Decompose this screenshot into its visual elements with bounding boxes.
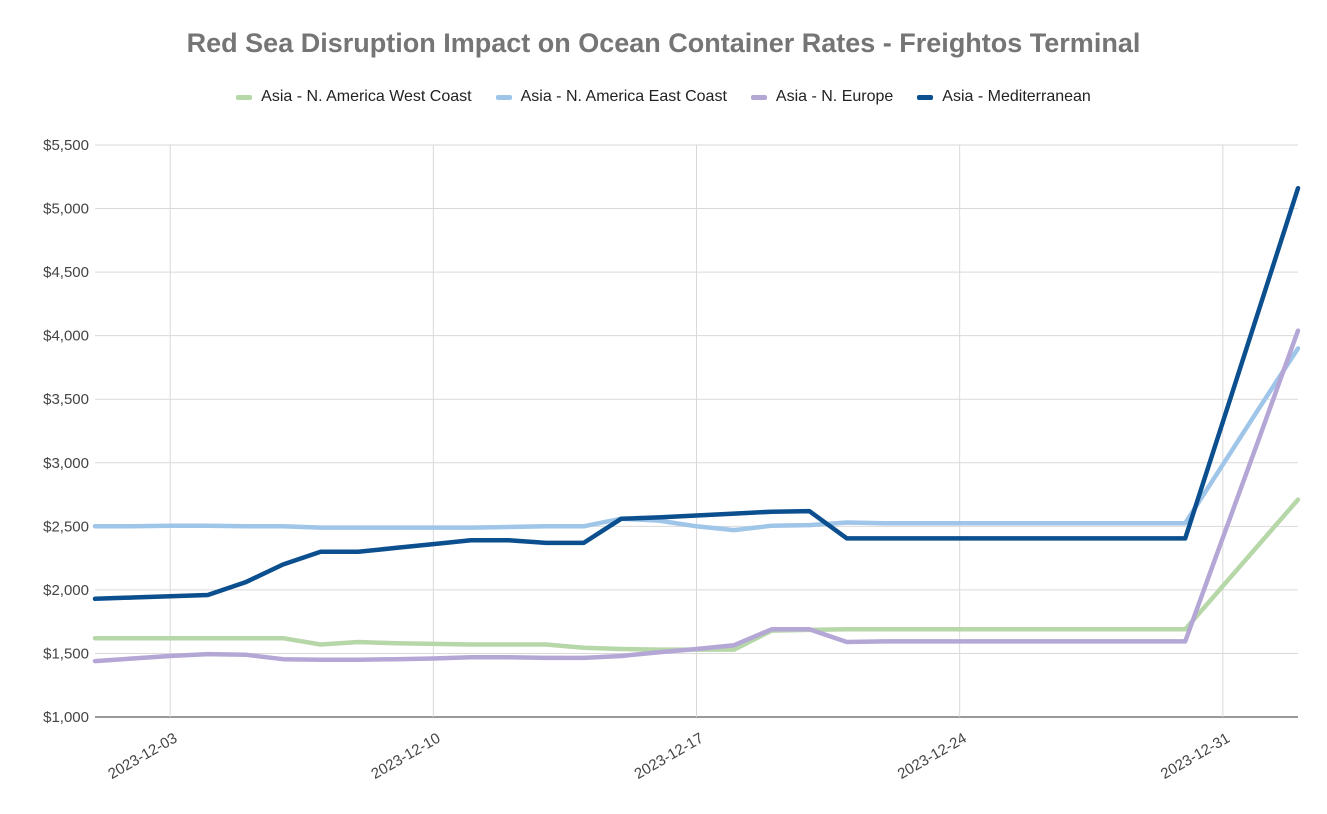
legend-item-west-coast[interactable]: Asia - N. America West Coast xyxy=(236,88,472,106)
y-tick-label: $1,000 xyxy=(43,709,89,726)
legend-item-n-europe[interactable]: Asia - N. Europe xyxy=(750,88,894,106)
legend-label-n-europe: Asia - N. Europe xyxy=(775,88,894,105)
x-tick-label: 2023-12-17 xyxy=(632,730,707,783)
y-tick-label: $2,500 xyxy=(43,518,89,535)
x-tick-label: 2023-12-31 xyxy=(1158,730,1233,783)
legend-swatch-west-coast xyxy=(236,94,253,100)
gridlines xyxy=(95,144,1298,718)
legend-item-east-coast[interactable]: Asia - N. America East Coast xyxy=(495,88,727,106)
x-axis-ticks: 2023-12-03 2023-12-10 2023-12-17 2023-12-24… xyxy=(105,730,1233,783)
series-line-4 xyxy=(92,185,1301,602)
x-tick-label: 2023-12-03 xyxy=(105,730,180,783)
legend-swatch-east-coast xyxy=(495,94,512,100)
y-tick-label: $4,500 xyxy=(43,264,89,281)
y-tick-label: $3,000 xyxy=(43,455,89,472)
y-tick-label: $3,500 xyxy=(43,391,89,408)
y-axis-ticks: $1,000 $1,500 $2,000 $2,500 $3,000 $3,500 $4,0… xyxy=(43,137,89,726)
legend-item-mediterranean[interactable]: Asia - Mediterranean xyxy=(917,88,1091,106)
series-lines xyxy=(92,185,1301,664)
chart-title: Red Sea Disruption Impact on Ocean Conta… xyxy=(186,28,1141,58)
legend-swatch-n-europe xyxy=(750,94,767,100)
x-tick-label: 2023-12-10 xyxy=(368,730,443,783)
y-tick-label: $4,000 xyxy=(43,328,89,345)
legend: Asia - N. America West Coast Asia - N. A… xyxy=(0,88,1327,106)
legend-swatch-mediterranean xyxy=(917,94,934,100)
series-line-3 xyxy=(92,328,1301,664)
legend-label-mediterranean: Asia - Mediterranean xyxy=(942,88,1091,105)
legend-label-west-coast: Asia - N. America West Coast xyxy=(261,88,472,105)
y-tick-label: $1,500 xyxy=(43,645,89,662)
legend-label-east-coast: Asia - N. America East Coast xyxy=(520,88,727,105)
x-tick-label: 2023-12-24 xyxy=(895,730,970,783)
y-tick-label: $2,000 xyxy=(43,582,89,599)
y-tick-label: $5,000 xyxy=(43,201,89,218)
series-line-2 xyxy=(92,346,1301,533)
y-tick-label: $5,500 xyxy=(43,137,89,154)
